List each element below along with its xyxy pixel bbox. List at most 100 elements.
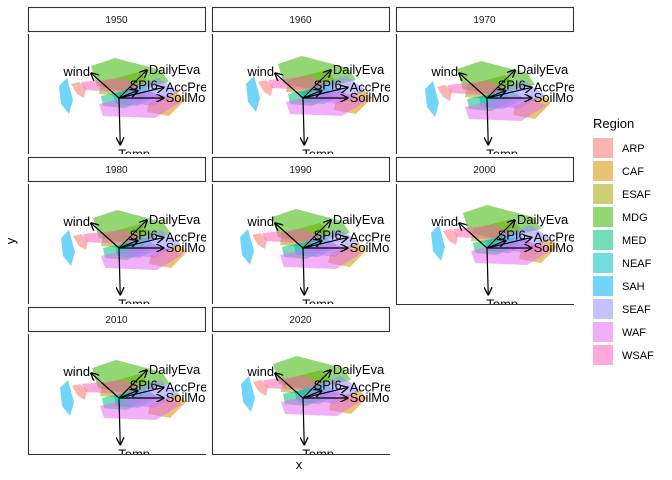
legend-swatch (593, 207, 613, 227)
vector-arrow-temp (119, 397, 120, 445)
vector-label-spi6: SPI6 (130, 378, 158, 393)
vector-label-dailyeva: DailyEva (333, 212, 385, 227)
vector-label-soilmo: SoilMo (166, 240, 206, 255)
hull-arp (72, 384, 87, 400)
vector-label-accpre: AccPre (534, 79, 576, 94)
vector-label-spi6: SPI6 (498, 78, 526, 93)
vector-label-spi6: SPI6 (314, 228, 342, 243)
vector-arrow-wind (459, 73, 488, 99)
hull-arp (73, 234, 88, 250)
vector-label-wind: wind (246, 64, 274, 79)
legend-swatch (593, 184, 613, 204)
vector-arrow-dailyeva (302, 370, 331, 399)
facet-strip-label: 1980 (105, 165, 128, 176)
vector-arrow-wind (275, 373, 304, 399)
legend-item-arp: ARP (593, 138, 645, 158)
legend-label: SEAF (622, 304, 651, 316)
vector-label-temp: Temp (302, 447, 334, 462)
vector-label-soilmo: SoilMo (534, 240, 574, 255)
vector-label-wind: wind (62, 364, 90, 379)
vector-arrow-temp (487, 247, 488, 295)
legend-item-mdg: MDG (593, 207, 648, 227)
facet-strip (211, 156, 391, 183)
vector-label-wind: wind (246, 214, 274, 229)
vector-arrow-temp (303, 247, 304, 295)
vector-label-wind: wind (246, 364, 274, 379)
legend-swatch (593, 345, 613, 365)
legend-label: ARP (622, 143, 645, 155)
vector-arrow-wind (275, 73, 304, 99)
hull-sah (241, 376, 255, 412)
vector-arrow-accpre (118, 237, 164, 249)
legend-item-esaf: ESAF (593, 184, 651, 204)
legend-label: WSAF (622, 350, 654, 362)
hull-sah (431, 225, 445, 261)
vector-label-dailyeva: DailyEva (149, 212, 201, 227)
vector-arrow-accpre (486, 237, 532, 249)
vector-label-soilmo: SoilMo (166, 90, 206, 105)
legend-swatch (593, 138, 613, 158)
facet-strip (27, 306, 207, 333)
vector-label-spi6: SPI6 (130, 228, 158, 243)
legend-swatch (593, 276, 613, 296)
vector-label-dailyeva: DailyEva (149, 362, 201, 377)
vector-label-wind: wind (62, 64, 90, 79)
hull-arp (71, 82, 86, 98)
vector-label-accpre: AccPre (350, 379, 392, 394)
facet-strip-label: 1950 (105, 15, 128, 26)
legend-item-neaf: NEAF (593, 253, 652, 273)
legend-item-waf: WAF (593, 322, 646, 342)
vector-arrow-accpre (486, 87, 532, 99)
vector-label-dailyeva: DailyEva (333, 62, 385, 77)
facet-strip-label: 2000 (473, 165, 496, 176)
vector-label-dailyeva: DailyEva (149, 62, 201, 77)
legend-label: MDG (622, 212, 648, 224)
hull-waf (471, 239, 553, 265)
facet-strip (211, 306, 391, 333)
vector-label-wind: wind (430, 214, 458, 229)
vector-arrow-dailyeva (302, 70, 331, 99)
facet-strip (211, 6, 391, 33)
hull-sah (240, 229, 254, 265)
vector-label-spi6: SPI6 (314, 378, 342, 393)
vector-label-soilmo: SoilMo (350, 390, 390, 405)
vector-label-accpre: AccPre (166, 79, 208, 94)
vector-arrow-accpre (118, 387, 164, 399)
hull-sah (246, 76, 260, 112)
vector-label-soilmo: SoilMo (534, 90, 574, 105)
vector-label-soilmo: SoilMo (166, 390, 206, 405)
facet-strip-label: 1960 (289, 15, 312, 26)
facet-strip (27, 6, 207, 33)
facet-strip (395, 6, 575, 33)
vector-arrow-dailyeva (486, 220, 515, 249)
legend-item-sah: SAH (593, 276, 645, 296)
vector-label-spi6: SPI6 (130, 78, 158, 93)
vector-label-temp: Temp (486, 147, 518, 162)
vector-arrow-dailyeva (486, 70, 515, 99)
facet-strip (395, 156, 575, 183)
legend-swatch (593, 253, 613, 273)
vector-arrow-temp (303, 97, 304, 145)
vector-label-soilmo: SoilMo (350, 90, 390, 105)
vector-arrow-accpre (118, 87, 164, 99)
hull-sah (60, 380, 74, 416)
legend-label: WAF (622, 327, 646, 339)
vector-label-dailyeva: DailyEva (517, 62, 569, 77)
vector-label-temp: Temp (118, 447, 150, 462)
vector-arrow-temp (119, 97, 120, 145)
vector-arrow-wind (91, 73, 120, 99)
facet-strip (27, 156, 207, 183)
legend-swatch (593, 299, 613, 319)
vector-label-temp: Temp (302, 297, 334, 312)
vector-label-accpre: AccPre (350, 79, 392, 94)
x-axis-label: x (296, 457, 303, 472)
hull-arp (252, 233, 267, 249)
legend-item-wsaf: WSAF (593, 345, 654, 365)
legend-label: NEAF (622, 258, 652, 270)
